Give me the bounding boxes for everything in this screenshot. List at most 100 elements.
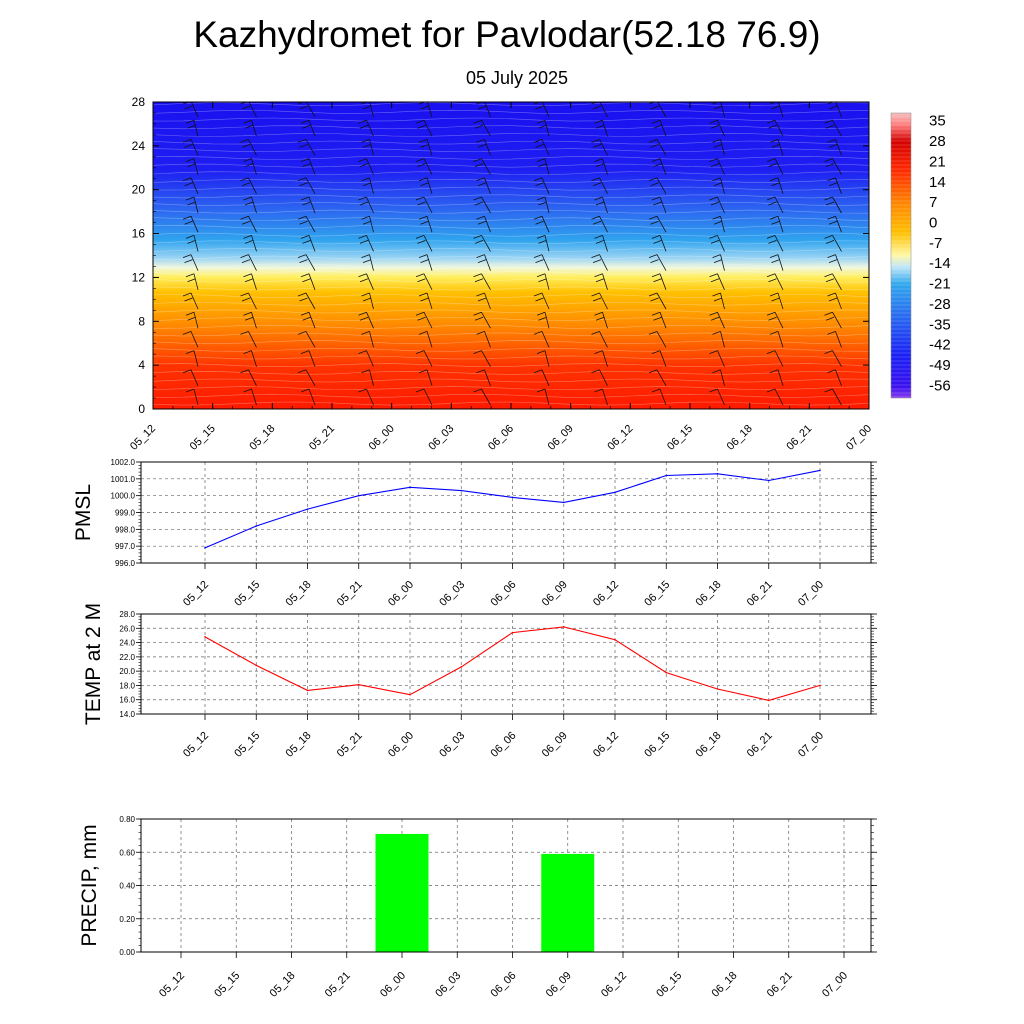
wind-barb	[594, 196, 603, 201]
wind-barb	[720, 369, 725, 386]
wind-barb	[536, 158, 546, 162]
wind-barb	[828, 220, 838, 225]
wind-barb	[768, 278, 777, 283]
wind-barb	[591, 292, 600, 297]
wind-barb	[648, 139, 658, 143]
wind-barb	[602, 273, 608, 290]
data-point	[255, 525, 258, 527]
wind-barb	[771, 105, 780, 110]
wind-barb	[824, 311, 833, 316]
wind-barb	[659, 350, 667, 367]
colorbar-label: -49	[929, 357, 951, 374]
wind-barb	[193, 158, 199, 175]
wind-barb	[244, 163, 254, 167]
pmsl-panel: 996.0 997.0 998.0 999.0 1000.0 1001.0 1002.0 05…	[72, 458, 877, 609]
wind-barb	[182, 369, 192, 374]
heatmap-panel: 05_12 05_15 05_18 05_21 06_00 06_03 06_06 06_09…	[128, 95, 893, 453]
wind-barb	[599, 292, 608, 310]
temperature-field	[153, 102, 869, 409]
wind-barb	[650, 220, 659, 225]
temp-panel: 14.0 16.0 18.0 20.0 22.0 24.0 26.0 28.0 05_12 05_…	[82, 603, 877, 760]
wind-barb	[297, 177, 307, 182]
colorbar-label: 7	[929, 194, 937, 211]
wind-barb	[709, 158, 718, 162]
wind-barb	[768, 201, 777, 206]
wind-barb	[827, 177, 836, 182]
wind-barb	[300, 119, 310, 124]
wind-barb	[417, 278, 426, 283]
wind-barb	[835, 292, 842, 310]
wind-barb	[713, 105, 723, 110]
y-tick-label: 16.0	[119, 696, 135, 705]
wind-barb	[602, 158, 608, 175]
wind-barb	[359, 124, 369, 129]
x-tick-label: 06_18	[694, 730, 724, 760]
wind-barb	[484, 216, 491, 233]
x-tick-label: 06_00	[386, 579, 416, 609]
wind-barb	[476, 292, 485, 297]
wind-barb	[243, 273, 252, 278]
wind-barb	[305, 216, 316, 233]
wind-barb	[591, 331, 600, 335]
x-tick-label: 06_06	[489, 970, 519, 1000]
wind-barb	[187, 240, 196, 244]
wind-barb	[538, 163, 547, 167]
wind-barb	[415, 196, 425, 201]
wind-barb	[241, 182, 251, 187]
colorbar-bands	[891, 116, 911, 398]
x-tick-label: 07_00	[820, 970, 850, 1000]
wind-barb	[533, 331, 543, 335]
wind-barb	[535, 144, 544, 148]
wind-barb	[717, 312, 725, 329]
wind-barb	[653, 240, 662, 244]
wind-barb	[541, 177, 550, 194]
wind-barb	[366, 196, 374, 214]
wind-barb	[538, 240, 547, 244]
wind-barb	[659, 235, 667, 252]
wind-barb	[599, 102, 608, 118]
wind-barb	[599, 254, 608, 271]
wind-barb	[415, 235, 425, 239]
wind-barb	[594, 158, 603, 162]
data-point	[460, 666, 463, 668]
wind-barb	[766, 158, 776, 162]
wind-barb	[712, 139, 721, 143]
wind-barb	[650, 297, 659, 302]
wind-barb	[423, 120, 433, 137]
wind-barb	[651, 196, 661, 201]
wind-barb	[369, 331, 374, 348]
y-tick-label: 999.0	[115, 509, 136, 518]
wind-barb	[302, 163, 311, 167]
wind-barb	[417, 240, 426, 244]
x-tick-label: 05_18	[284, 579, 314, 609]
data-point	[716, 688, 719, 690]
y-tick-label: 1000.0	[111, 492, 136, 501]
wind-barb	[184, 259, 193, 263]
wind-barb	[297, 254, 307, 258]
wind-barb	[769, 139, 779, 143]
isoline	[153, 324, 869, 329]
wind-barb	[659, 196, 667, 214]
wind-barb	[243, 388, 252, 393]
wind-barb	[481, 273, 491, 290]
data-point	[511, 496, 514, 499]
y-tick-label: 16	[132, 227, 146, 241]
wind-barb	[594, 235, 603, 239]
wind-barb	[544, 158, 550, 175]
wind-barb	[885, 101, 893, 104]
wind-barb	[305, 177, 316, 194]
wind-barb	[774, 235, 784, 252]
colorbar-label: -56	[929, 377, 951, 394]
wind-barb	[835, 216, 842, 233]
wind-barb	[824, 119, 833, 124]
isoline	[153, 125, 869, 130]
wind-barb	[541, 331, 550, 348]
wind-barb	[769, 331, 779, 335]
wind-barb	[184, 220, 193, 225]
isoline	[153, 263, 869, 268]
wind-barb	[240, 292, 249, 297]
wind-barb	[418, 177, 428, 182]
wind-barb	[423, 350, 433, 367]
isoline	[153, 178, 869, 183]
wind-barb	[481, 388, 491, 406]
